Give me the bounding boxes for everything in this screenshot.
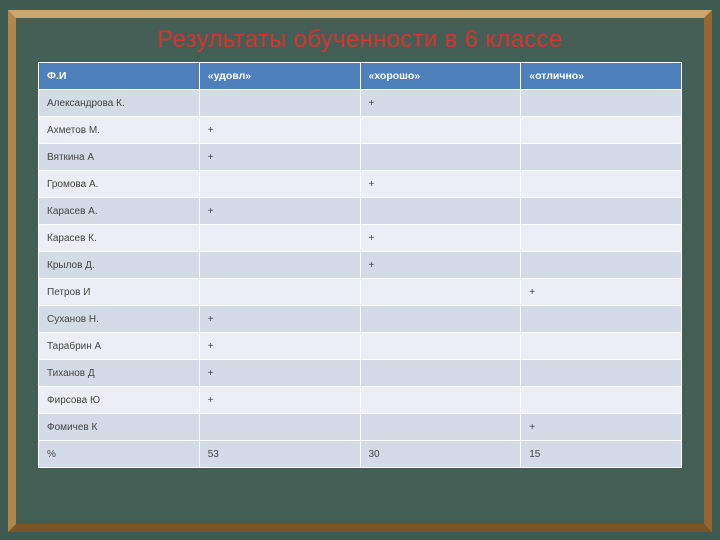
cell-name: Александрова К.: [39, 90, 200, 117]
cell-name: Фирсова Ю: [39, 387, 200, 414]
cell-percent-value: 15: [521, 441, 682, 468]
cell-mark: [521, 225, 682, 252]
slide-frame: Результаты обученности в 6 классе Ф.И «у…: [8, 10, 712, 532]
results-table: Ф.И «удовл» «хорошо» «отлично» Александр…: [38, 62, 682, 468]
table-row: Вяткина А+: [39, 144, 682, 171]
cell-mark: [360, 144, 521, 171]
table-body: Александрова К.+Ахметов М.+Вяткина А+Гро…: [39, 90, 682, 468]
cell-mark: [521, 198, 682, 225]
table-row: Карасев А.+: [39, 198, 682, 225]
table-row: Фирсова Ю+: [39, 387, 682, 414]
cell-mark: +: [360, 90, 521, 117]
col-name: Ф.И: [39, 63, 200, 90]
table-row: Александрова К. +: [39, 90, 682, 117]
cell-mark: [199, 171, 360, 198]
cell-mark: +: [199, 306, 360, 333]
cell-mark: +: [199, 333, 360, 360]
cell-mark: [521, 360, 682, 387]
cell-name: Суханов Н.: [39, 306, 200, 333]
table-row: Суханов Н.+: [39, 306, 682, 333]
cell-mark: [521, 252, 682, 279]
cell-mark: [521, 333, 682, 360]
cell-name: Ахметов М.: [39, 117, 200, 144]
cell-mark: [360, 414, 521, 441]
cell-mark: +: [360, 225, 521, 252]
cell-name: Карасев К.: [39, 225, 200, 252]
cell-mark: +: [521, 279, 682, 306]
cell-percent-label: %: [39, 441, 200, 468]
table-row: Тарабрин А+: [39, 333, 682, 360]
cell-name: Тиханов Д: [39, 360, 200, 387]
cell-mark: +: [521, 414, 682, 441]
cell-mark: +: [360, 252, 521, 279]
table-header-row: Ф.И «удовл» «хорошо» «отлично»: [39, 63, 682, 90]
cell-mark: [360, 360, 521, 387]
cell-mark: [199, 414, 360, 441]
cell-mark: [521, 306, 682, 333]
slide-body: Результаты обученности в 6 классе Ф.И «у…: [16, 18, 704, 524]
table-row: Фомичев К +: [39, 414, 682, 441]
cell-mark: +: [199, 360, 360, 387]
table-row: Тиханов Д+: [39, 360, 682, 387]
cell-mark: +: [360, 171, 521, 198]
cell-name: Петров И: [39, 279, 200, 306]
cell-name: Фомичев К: [39, 414, 200, 441]
cell-mark: +: [199, 144, 360, 171]
cell-name: Карасев А.: [39, 198, 200, 225]
cell-mark: [521, 387, 682, 414]
cell-mark: [360, 387, 521, 414]
cell-mark: +: [199, 198, 360, 225]
cell-name: Вяткина А: [39, 144, 200, 171]
cell-mark: [360, 306, 521, 333]
cell-mark: [360, 198, 521, 225]
cell-mark: +: [199, 117, 360, 144]
col-otlichno: «отлично»: [521, 63, 682, 90]
col-udovl: «удовл»: [199, 63, 360, 90]
cell-mark: [199, 90, 360, 117]
cell-mark: [360, 117, 521, 144]
table-row: Громова А. +: [39, 171, 682, 198]
cell-mark: [521, 171, 682, 198]
cell-name: Громова А.: [39, 171, 200, 198]
table-row: Ахметов М.+: [39, 117, 682, 144]
cell-mark: [199, 279, 360, 306]
cell-percent-value: 53: [199, 441, 360, 468]
results-table-wrap: Ф.И «удовл» «хорошо» «отлично» Александр…: [38, 62, 682, 468]
cell-mark: [521, 144, 682, 171]
cell-percent-value: 30: [360, 441, 521, 468]
table-row: Карасев К. +: [39, 225, 682, 252]
cell-mark: [521, 90, 682, 117]
table-percent-row: %533015: [39, 441, 682, 468]
cell-mark: +: [199, 387, 360, 414]
table-row: Петров И +: [39, 279, 682, 306]
col-horosho: «хорошо»: [360, 63, 521, 90]
table-row: Крылов Д. +: [39, 252, 682, 279]
cell-mark: [521, 117, 682, 144]
cell-name: Крылов Д.: [39, 252, 200, 279]
slide-title: Результаты обученности в 6 классе: [16, 26, 704, 54]
cell-name: Тарабрин А: [39, 333, 200, 360]
cell-mark: [199, 252, 360, 279]
cell-mark: [199, 225, 360, 252]
cell-mark: [360, 279, 521, 306]
cell-mark: [360, 333, 521, 360]
